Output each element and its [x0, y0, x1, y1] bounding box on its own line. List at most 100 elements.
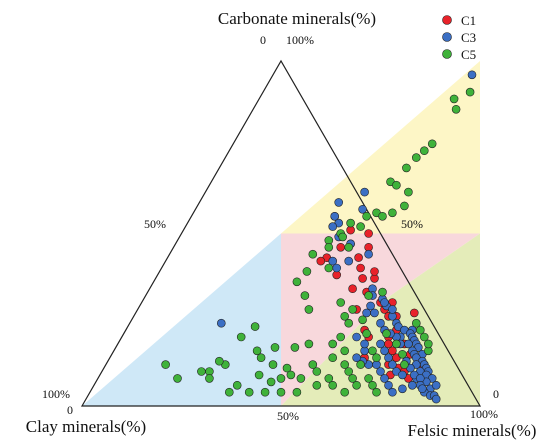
- data-point-c3: [366, 301, 375, 311]
- data-point-c3: [384, 380, 393, 390]
- data-point-c5: [225, 387, 234, 397]
- data-point-c5: [266, 377, 276, 387]
- data-point-c5: [232, 380, 242, 390]
- region-carbonate-zone: [281, 61, 480, 234]
- left-axis-max-tick: 100%: [42, 387, 70, 401]
- data-point-c5: [364, 374, 373, 383]
- data-point-c3: [384, 353, 393, 363]
- legend-marker-c1: [442, 15, 452, 25]
- data-point-c1: [364, 229, 373, 238]
- data-point-c5: [244, 387, 254, 397]
- data-point-c5: [378, 287, 387, 297]
- data-point-c5: [276, 387, 286, 397]
- data-point-c5: [304, 339, 314, 349]
- data-point-c5: [276, 374, 286, 383]
- data-point-c3: [417, 384, 427, 394]
- data-point-c5: [402, 163, 411, 173]
- data-point-c5: [465, 87, 475, 97]
- region-clay-zone: [82, 233, 281, 406]
- data-point-c5: [173, 374, 182, 383]
- data-point-c5: [340, 311, 350, 321]
- legend-marker-c3: [442, 32, 452, 42]
- points-layer: [161, 70, 477, 404]
- data-point-c5: [382, 329, 391, 338]
- data-point-c5: [346, 218, 355, 228]
- data-point-c3: [388, 387, 397, 397]
- data-point-c5: [388, 208, 397, 218]
- data-point-c3: [380, 346, 389, 356]
- data-point-c5: [344, 318, 354, 328]
- data-point-c5: [392, 339, 401, 349]
- data-point-c3: [398, 370, 407, 380]
- data-point-c5: [215, 356, 224, 366]
- data-point-c3: [328, 222, 338, 231]
- right-axis-title: Felsic minerals(%): [408, 421, 537, 440]
- data-point-c5: [348, 305, 357, 314]
- data-point-c3: [358, 205, 367, 214]
- data-point-c3: [398, 384, 407, 394]
- data-point-c3: [376, 367, 385, 376]
- data-point-c3: [352, 332, 361, 342]
- data-point-c5: [419, 332, 429, 342]
- left-mid-tick: 50%: [144, 217, 166, 231]
- data-point-c5: [290, 343, 300, 352]
- data-point-c5: [286, 370, 296, 380]
- data-point-c5: [356, 360, 365, 369]
- data-point-c5: [197, 367, 206, 376]
- data-point-c5: [328, 339, 338, 349]
- legend-label-c1: C1: [461, 13, 476, 28]
- data-point-c5: [254, 370, 264, 380]
- data-point-c3: [376, 318, 385, 328]
- data-point-c3: [360, 339, 369, 349]
- data-point-c5: [328, 380, 338, 390]
- data-point-c5: [338, 232, 348, 242]
- data-point-c3: [334, 198, 344, 207]
- legend: C1 C3 C5: [442, 13, 476, 62]
- data-point-c5: [292, 387, 302, 397]
- data-point-c5: [344, 243, 354, 252]
- data-point-c5: [268, 360, 278, 369]
- data-point-c5: [368, 346, 377, 356]
- data-point-c5: [300, 291, 310, 300]
- data-point-c5: [324, 243, 334, 252]
- data-point-c5: [312, 380, 322, 390]
- data-point-c3: [352, 353, 361, 363]
- data-point-c5: [378, 212, 387, 221]
- data-point-c5: [304, 305, 314, 314]
- right-mid-tick: 50%: [401, 217, 423, 231]
- data-point-c5: [312, 367, 322, 376]
- data-point-c5: [340, 387, 350, 397]
- data-point-c5: [308, 249, 318, 259]
- data-point-c3: [344, 256, 354, 266]
- data-point-c5: [340, 360, 350, 369]
- data-point-c1: [348, 284, 357, 294]
- data-point-c5: [236, 332, 246, 342]
- data-point-c3: [360, 187, 369, 197]
- data-point-c5: [344, 367, 354, 376]
- data-point-c3: [467, 70, 477, 80]
- data-point-c5: [362, 212, 371, 221]
- data-point-c5: [358, 315, 367, 325]
- data-point-c5: [292, 277, 302, 287]
- data-point-c5: [161, 360, 170, 369]
- legend-label-c3: C3: [461, 30, 476, 45]
- data-point-c3: [431, 394, 441, 404]
- data-point-c1: [336, 243, 346, 252]
- data-point-c5: [250, 322, 260, 331]
- data-point-c5: [423, 339, 433, 349]
- data-point-c3: [404, 339, 413, 349]
- top-axis-title: Carbonate minerals(%): [218, 9, 376, 28]
- data-point-c5: [308, 360, 318, 369]
- top-axis-min-tick: 0: [260, 33, 266, 47]
- data-point-c3: [380, 298, 389, 307]
- data-point-c5: [336, 298, 346, 307]
- data-point-c5: [449, 94, 459, 104]
- data-point-c3: [330, 212, 340, 221]
- data-point-c5: [404, 187, 413, 197]
- data-point-c3: [388, 360, 397, 369]
- data-point-c3: [328, 256, 338, 266]
- data-point-c5: [205, 374, 214, 383]
- data-point-c5: [362, 329, 371, 338]
